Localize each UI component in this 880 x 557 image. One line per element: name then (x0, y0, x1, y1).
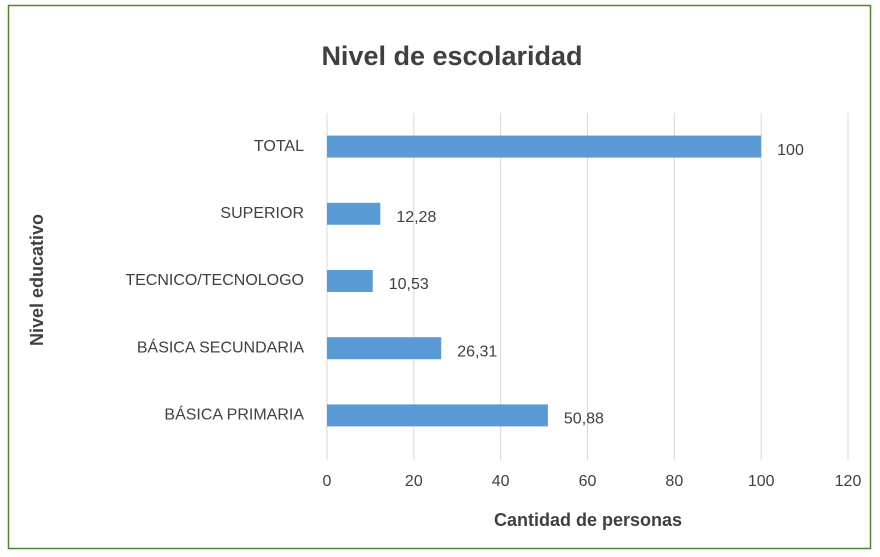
data-label: 10,53 (389, 276, 429, 293)
bar (327, 202, 381, 225)
x-tick-label: 60 (579, 473, 597, 490)
bar (327, 135, 762, 158)
x-axis-title: Cantidad de personas (494, 510, 682, 530)
x-tick-label: 100 (748, 473, 775, 490)
data-label: 50,88 (564, 411, 604, 428)
x-tick-label: 20 (405, 473, 423, 490)
y-tick-label: TOTAL (254, 138, 304, 155)
bar (327, 337, 442, 360)
y-tick-label: BÁSICA SECUNDARIA (137, 337, 304, 356)
x-tick-label: 80 (665, 473, 683, 490)
bar (327, 270, 373, 292)
data-label: 12,28 (396, 209, 436, 226)
y-tick-label: SUPERIOR (220, 205, 304, 222)
data-label: 26,31 (457, 343, 497, 360)
x-tick-label: 120 (835, 473, 862, 490)
y-axis-title: Nivel educativo (27, 214, 47, 346)
x-tick-label: 0 (323, 473, 332, 490)
y-tick-label: TECNICO/TECNOLOGO (125, 272, 304, 289)
y-tick-label: BÁSICA PRIMARIA (164, 405, 304, 424)
x-tick-label: 40 (492, 473, 510, 490)
bar (327, 404, 548, 427)
data-label: 100 (777, 142, 804, 159)
chart-title: Nivel de escolaridad (321, 41, 582, 71)
chart-border (7, 4, 872, 550)
